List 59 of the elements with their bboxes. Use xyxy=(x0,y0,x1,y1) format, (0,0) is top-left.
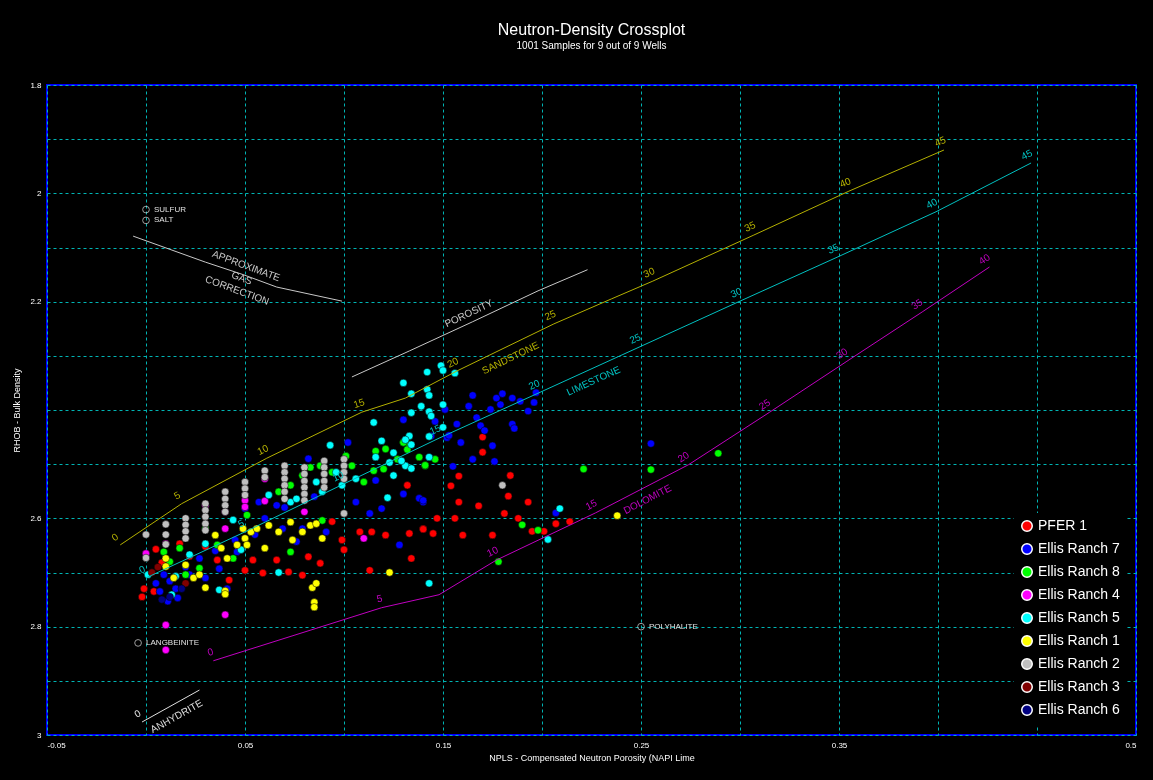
data-label: SALT xyxy=(154,215,174,225)
annotation: 25 xyxy=(542,307,558,323)
annotation: 10 xyxy=(330,468,346,484)
y-tick-label: 2.2 xyxy=(30,297,43,307)
legend-label: Ellis Ranch 2 xyxy=(1038,655,1120,671)
annotation: 30 xyxy=(834,345,850,361)
annotation: 40 xyxy=(924,195,940,211)
data-label: POLYHALITE xyxy=(649,621,698,631)
x-tick-label: 0.35 xyxy=(831,740,848,750)
x-axis-title: NPLS - Compensated Neutron Porosity (NAPI Lime xyxy=(489,752,695,763)
annotation: 35 xyxy=(742,218,758,234)
legend-label: Ellis Ranch 1 xyxy=(1038,632,1120,648)
annotation: 10 xyxy=(255,442,271,458)
legend-label: Ellis Ranch 4 xyxy=(1038,586,1120,602)
annotation: 35 xyxy=(825,241,841,256)
y-tick-label: 2 xyxy=(37,188,43,198)
annotation: 15 xyxy=(583,496,599,512)
x-tick-label: -0.05 xyxy=(47,740,67,750)
x-tick-label: 0.05 xyxy=(237,740,254,750)
annotation: 25 xyxy=(627,331,643,346)
annotation: 10 xyxy=(484,543,501,559)
annotation: 5 xyxy=(172,488,183,502)
annotation: 15 xyxy=(351,396,367,411)
annotation: 5 xyxy=(235,516,247,530)
annotation: 35 xyxy=(909,296,925,312)
legend-label: Ellis Ranch 7 xyxy=(1038,540,1120,556)
annotation: 20 xyxy=(675,448,692,465)
annotation: 45 xyxy=(1019,146,1035,162)
annotation: 30 xyxy=(641,264,657,280)
annotation: 0 xyxy=(132,707,143,720)
y-tick-label: 2.8 xyxy=(30,622,43,632)
annotation: 45 xyxy=(932,133,948,149)
legend-label: Ellis Ranch 6 xyxy=(1038,701,1120,717)
annotation: 0 xyxy=(109,530,121,544)
annotation: 5 xyxy=(375,592,384,605)
data-label: SULFUR xyxy=(154,204,187,214)
data-label: LANGBEINITE xyxy=(146,637,199,647)
annotation: 30 xyxy=(728,284,744,300)
x-tick-label: 0.5 xyxy=(1125,740,1138,750)
legend-label: PFER 1 xyxy=(1038,517,1088,533)
annotation: 0 xyxy=(206,645,216,658)
annotation: 40 xyxy=(837,175,853,190)
annotation: 20 xyxy=(445,354,461,370)
chart-title: Neutron-Density Crossplot xyxy=(497,21,686,38)
y-axis-title: RHOB - Bulk Density xyxy=(12,368,23,453)
legend-label: Ellis Ranch 8 xyxy=(1038,563,1120,579)
annotation: 40 xyxy=(976,251,993,267)
y-tick-label: 3 xyxy=(37,730,43,740)
annotation: 25 xyxy=(756,396,773,412)
annotation: 0 xyxy=(137,562,148,576)
x-tick-label: 0.15 xyxy=(435,740,452,750)
annotation: 20 xyxy=(526,377,542,392)
chart-subtitle: 1001 Samples for 9 out of 9 Wells xyxy=(516,40,667,51)
x-tick-label: 0.25 xyxy=(633,740,650,750)
y-tick-label: 2.6 xyxy=(30,513,43,523)
legend-label: Ellis Ranch 5 xyxy=(1038,609,1120,625)
legend-label: Ellis Ranch 3 xyxy=(1038,678,1120,694)
y-tick-label: 1.8 xyxy=(30,80,43,90)
annotation: 15 xyxy=(427,422,443,437)
